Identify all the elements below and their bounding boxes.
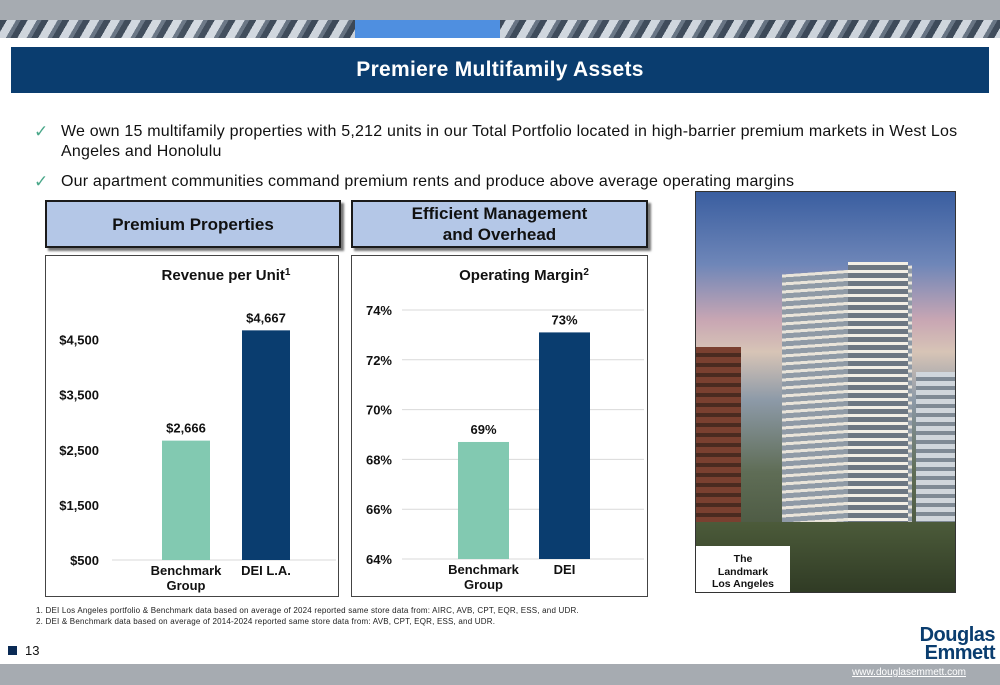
- y-tick-label: 66%: [366, 502, 392, 517]
- data-label: $4,667: [246, 310, 286, 325]
- x-tick-label: DEI: [554, 562, 576, 577]
- bar: [539, 332, 590, 559]
- premium-properties-header: Premium Properties: [45, 200, 341, 248]
- square-bullet-icon: [8, 646, 17, 655]
- landmark-building-photo: [695, 191, 956, 593]
- y-tick-label: $500: [70, 553, 99, 568]
- operating-margin-chart-panel: Operating Margin2 64% 66% 68% 70% 72% 74% 69% Be…: [351, 255, 648, 597]
- logo-line: Emmett: [924, 642, 996, 664]
- data-label: 69%: [470, 422, 496, 437]
- company-logo: Douglas Emmett: [905, 624, 996, 664]
- bar: [162, 440, 210, 560]
- y-tick-label: 64%: [366, 552, 392, 567]
- caption-line: Los Angeles: [711, 578, 775, 590]
- title-bar: Premiere Multifamily Assets: [11, 47, 989, 93]
- caption-line: The: [733, 553, 753, 565]
- bar: [242, 330, 290, 560]
- x-tick-label: Benchmark: [448, 562, 520, 577]
- data-label: 73%: [551, 312, 577, 327]
- x-tick-label: Benchmark: [151, 563, 223, 578]
- caption-line: Landmark: [717, 565, 769, 578]
- page-title: Premiere Multifamily Assets: [356, 58, 644, 81]
- logo-line: Douglas: [919, 624, 996, 646]
- y-tick-label: $4,500: [59, 333, 99, 348]
- bullet-item: ✓ We own 15 multifamily properties with …: [34, 122, 971, 162]
- y-tick-label: 68%: [366, 452, 392, 467]
- page-number-text: 13: [25, 643, 40, 658]
- bar: [458, 441, 509, 559]
- x-tick-label: Group: [167, 578, 206, 593]
- revenue-per-unit-chart: Revenue per Unit1 $500 $1,500 $2,500 $3,500 $…: [59, 267, 336, 593]
- chart-title: Operating Margin2: [459, 267, 589, 284]
- photo-caption: The Landmark Los Angeles: [696, 546, 790, 592]
- x-tick-label: Group: [464, 577, 503, 592]
- x-tick-label: DEI L.A.: [241, 563, 291, 578]
- y-tick-label: 74%: [366, 303, 392, 318]
- y-tick-label: 70%: [366, 403, 392, 418]
- checkmark-icon: ✓: [34, 122, 49, 141]
- operating-margin-chart: Operating Margin2 64% 66% 68% 70% 72% 74% 69% Be…: [366, 267, 644, 592]
- website-link[interactable]: www.douglasemmett.com: [852, 667, 966, 678]
- footnotes: 1. DEI Los Angeles portfolio & Benchmark…: [36, 605, 579, 627]
- data-label: $2,666: [166, 421, 206, 436]
- bullet-item: ✓ Our apartment communities command prem…: [34, 172, 971, 192]
- header-photo-strip: [0, 0, 1000, 38]
- footer-bar: [0, 664, 1000, 685]
- header-label-line1: Efficient Management: [411, 204, 588, 223]
- y-tick-label: 72%: [366, 353, 392, 368]
- revenue-chart-panel: Revenue per Unit1 $500 $1,500 $2,500 $3,500 $…: [45, 255, 339, 597]
- page-number: 13: [8, 643, 39, 658]
- bullet-text: Our apartment communities command premiu…: [61, 173, 795, 190]
- chart-title: Revenue per Unit1: [162, 267, 291, 284]
- y-tick-label: $2,500: [59, 443, 99, 458]
- efficient-management-header: Efficient Management and Overhead: [351, 200, 648, 248]
- footnote: 2. DEI & Benchmark data based on average…: [36, 617, 496, 626]
- header-label: Premium Properties: [112, 214, 274, 234]
- y-tick-label: $3,500: [59, 388, 99, 403]
- bullet-text: We own 15 multifamily properties with 5,…: [61, 123, 958, 160]
- checkmark-icon: ✓: [34, 172, 49, 191]
- header-label-line2: and Overhead: [442, 225, 557, 244]
- footnote: 1. DEI Los Angeles portfolio & Benchmark…: [36, 606, 579, 615]
- y-tick-label: $1,500: [59, 498, 99, 513]
